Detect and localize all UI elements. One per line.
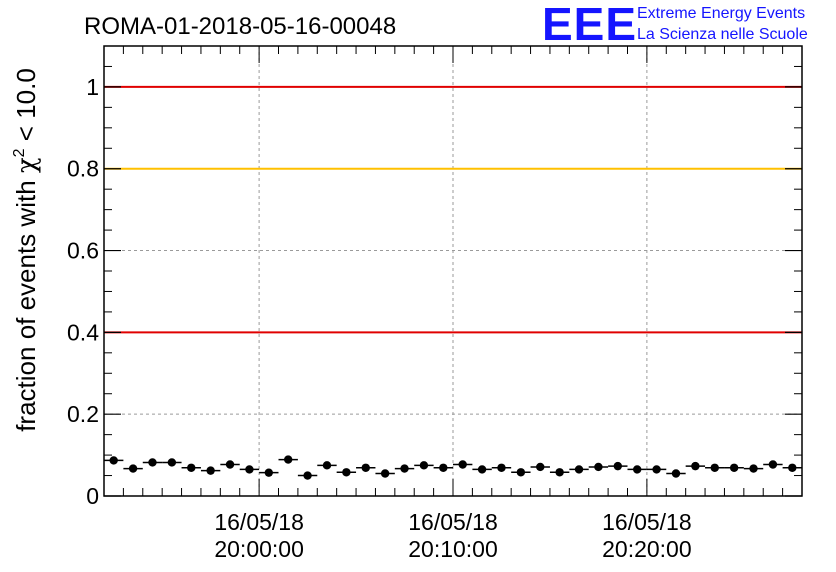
data-point: [594, 462, 603, 472]
data-point: [497, 463, 506, 472]
data-point: [419, 461, 429, 470]
data-point: [400, 464, 409, 473]
data-point: [574, 465, 584, 474]
data-point: [264, 468, 274, 477]
y-tick-label: 0: [86, 483, 99, 509]
y-tick-label: 0.6: [67, 238, 99, 264]
x-tick-label-date: 16/05/18: [408, 509, 498, 535]
data-point: [788, 463, 797, 472]
data-point: [225, 460, 235, 469]
data-point: [710, 463, 719, 472]
logo-line-1: Extreme Energy Events: [637, 5, 805, 22]
y-tick-label: 0.4: [67, 319, 99, 345]
data-point: [555, 468, 564, 477]
data-point: [342, 468, 351, 477]
reference-lines: [104, 85, 802, 334]
data-points: [104, 455, 802, 480]
data-point: [729, 463, 739, 472]
chart-title: ROMA-01-2018-05-16-00048: [84, 13, 396, 40]
axis-ticks: 00.20.40.60.8116/05/1820:00:0016/05/1820…: [67, 46, 802, 562]
data-point: [749, 464, 758, 473]
data-point: [691, 461, 700, 471]
data-point: [303, 471, 312, 480]
data-point: [380, 469, 390, 478]
y-axis-label: fraction of events with χ2 < 10.0: [11, 68, 42, 432]
data-point: [671, 469, 681, 478]
data-point: [458, 460, 467, 469]
y-tick-label: 0.2: [67, 401, 99, 427]
data-point: [128, 464, 138, 473]
data-point: [632, 465, 642, 474]
data-point: [148, 458, 157, 467]
data-point: [652, 465, 661, 474]
x-tick-label-time: 20:20:00: [602, 536, 692, 562]
data-point: [322, 461, 332, 470]
data-point: [439, 463, 448, 472]
data-point: [206, 466, 215, 475]
eee-logo: EEE Extreme Energy Events La Scienza nel…: [542, 0, 808, 50]
data-point: [361, 463, 370, 472]
logo-line-2: La Scienza nelle Scuole: [637, 26, 808, 43]
data-point: [516, 468, 526, 477]
data-point: [109, 456, 118, 465]
y-tick-label: 0.8: [67, 156, 99, 182]
data-point: [613, 461, 623, 471]
data-point: [245, 465, 254, 474]
x-tick-label-date: 16/05/18: [602, 509, 692, 535]
data-point: [167, 458, 177, 467]
x-tick-label-time: 20:00:00: [214, 536, 304, 562]
grid: [104, 46, 802, 496]
y-tick-label: 1: [86, 74, 99, 100]
x-tick-label-time: 20:10:00: [408, 536, 498, 562]
logo-mark: EEE: [542, 0, 637, 50]
x-tick-label-date: 16/05/18: [214, 509, 304, 535]
data-point: [768, 460, 778, 469]
data-point: [187, 463, 196, 472]
data-point: [536, 462, 545, 472]
data-point: [477, 465, 487, 474]
data-point: [283, 455, 293, 464]
